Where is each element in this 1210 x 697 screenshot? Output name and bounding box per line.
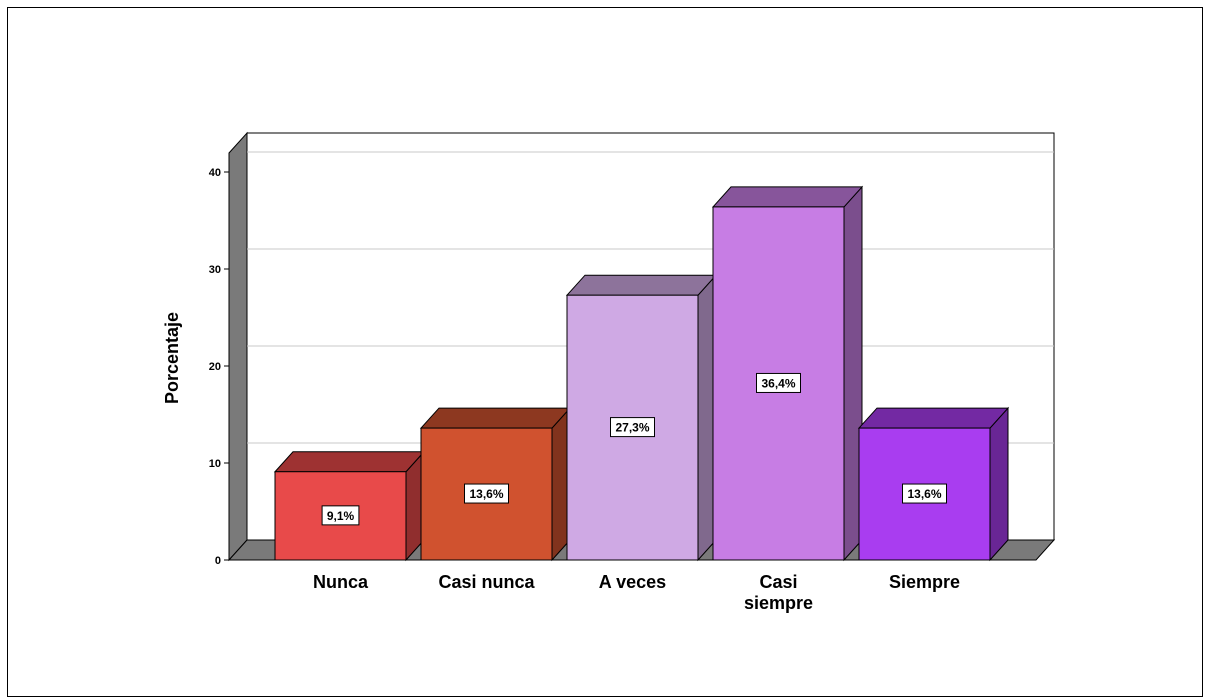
x-tick-label: Siempre (889, 572, 960, 592)
bar-top (273, 451, 426, 473)
x-tick-label: A veces (599, 572, 666, 592)
data-label: 13,6% (469, 487, 503, 501)
bar-chart: 0 10 20 30 40 9,1% Nunca 13,6% Casi nunca 27,3% A… (162, 131, 1056, 613)
y-axis-title: Porcentaje (162, 312, 182, 404)
data-label-box (902, 483, 947, 504)
y-tick-label: 0 (215, 555, 221, 567)
x-tick-label-line: Casi (759, 572, 797, 592)
x-tick-label: Casi nunca (438, 572, 535, 592)
side-wall (228, 131, 248, 562)
bar-side (989, 406, 1009, 562)
data-label: 13,6% (907, 487, 941, 501)
labels: 9,1% Nunca 13,6% Casi nunca 27,3% A veces 36,4… (313, 372, 960, 613)
bar-top (857, 407, 1010, 429)
data-label-box (464, 483, 509, 504)
x-tick-label-line: Siempre (889, 572, 960, 592)
data-label-box (321, 505, 360, 526)
y-tick-label: 10 (209, 458, 221, 470)
y-tick-label: 40 (209, 167, 221, 179)
x-tick-label-line: A veces (599, 572, 666, 592)
x-tick-label: Casi siempre (744, 572, 813, 613)
data-label: 27,3% (615, 421, 649, 435)
data-label: 36,4% (761, 376, 795, 390)
data-label: 9,1% (327, 509, 355, 523)
bar-top (565, 274, 718, 296)
x-tick-label-line: Casi nunca (438, 572, 535, 592)
bar-top (711, 186, 864, 208)
x-tick-label: Nunca (313, 572, 369, 592)
y-tick-label: 30 (209, 264, 221, 276)
bar-top (419, 407, 572, 429)
data-label-box (610, 417, 655, 438)
x-tick-label-line: Nunca (313, 572, 369, 592)
y-tick-label: 20 (209, 361, 221, 373)
x-tick-label-line: siempre (744, 593, 813, 613)
data-label-box (756, 372, 801, 393)
